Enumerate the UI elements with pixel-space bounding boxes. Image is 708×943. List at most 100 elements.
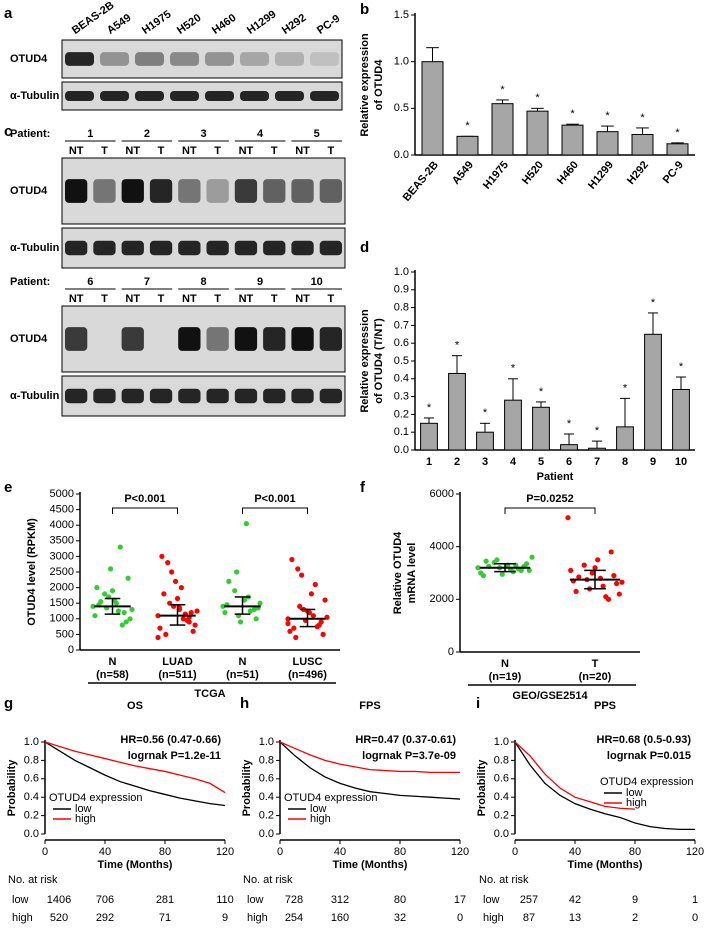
band (178, 179, 201, 203)
y-axis-label: mRNA level (406, 543, 418, 604)
point (107, 566, 114, 572)
lane-label: H460 (210, 12, 238, 37)
x-tick-label: 7 (594, 456, 600, 468)
n-label: (n=19) (489, 671, 522, 683)
point (92, 613, 98, 619)
annotation: * (623, 382, 628, 394)
panel-label: b (360, 1, 369, 18)
survival-line (279, 741, 460, 774)
y-tick-label: 4000 (50, 519, 74, 531)
lane-label: H520 (175, 12, 203, 37)
point (94, 585, 100, 591)
point (600, 583, 606, 589)
point (157, 625, 163, 631)
bar (448, 372, 466, 451)
point (475, 565, 481, 571)
panel-label: f (360, 479, 366, 496)
annotation: * (595, 425, 600, 437)
point (163, 631, 169, 638)
point (595, 557, 601, 563)
band (234, 388, 258, 404)
band (234, 240, 258, 256)
y-tick-label: 3500 (50, 535, 74, 547)
risk-count: 728 (285, 894, 303, 906)
point (159, 553, 165, 560)
risk-row-label: high (247, 912, 268, 924)
point (608, 549, 614, 555)
y-tick-label: 0.4 (24, 791, 39, 803)
n-label: (n=20) (579, 671, 612, 683)
patient-number: 7 (144, 276, 150, 288)
n-label: (n=511) (158, 669, 197, 681)
risk-row-label: high (12, 912, 33, 924)
y-tick-label: 0.7 (394, 319, 409, 331)
point (109, 588, 116, 594)
risk-count: 9 (632, 894, 638, 906)
patient-number: 9 (257, 276, 263, 288)
point (180, 616, 186, 622)
band (178, 388, 201, 404)
y-tick-label: 1.0 (24, 736, 39, 748)
x-tick-label: PC-9 (661, 159, 686, 186)
n-label: (n=58) (96, 669, 129, 681)
n-label: (n=496) (288, 669, 327, 681)
x-tick-label: 10 (675, 456, 687, 468)
annotation: * (511, 363, 516, 375)
risk-count: 80 (394, 894, 406, 906)
x-tick-label: LUSC (293, 656, 323, 668)
bar (421, 61, 444, 156)
bar (420, 422, 438, 451)
chart-title: OS (127, 700, 143, 712)
panel-label: h (240, 695, 249, 712)
point (161, 591, 167, 597)
bar (561, 124, 584, 156)
point (293, 634, 299, 641)
lane-label: T (158, 145, 165, 157)
point (285, 620, 291, 627)
point (253, 616, 259, 622)
point (614, 580, 620, 587)
point (165, 560, 171, 566)
y-axis-label: Relative OTUD4 (392, 531, 404, 614)
risk-title: No. at risk (8, 874, 58, 886)
point (297, 603, 303, 609)
point (308, 591, 314, 597)
y-tick-label: 0.6 (494, 773, 509, 785)
x-tick-label: 0 (277, 846, 283, 858)
point (247, 608, 253, 614)
annotation: * (570, 108, 575, 120)
point (526, 567, 532, 573)
annotation: HR=0.68 (0.5-0.93) (597, 734, 692, 746)
y-tick-label: 0.2 (394, 408, 409, 420)
risk-count: 71 (159, 912, 171, 924)
y-tick-label: 0.8 (259, 754, 274, 766)
bracket (504, 507, 596, 514)
x-tick-label: N (501, 658, 509, 670)
band (93, 388, 116, 404)
point (172, 578, 179, 584)
risk-count: 87 (523, 912, 535, 924)
band (263, 327, 286, 351)
y-axis-label: Probability (476, 759, 488, 817)
point (285, 616, 291, 622)
y-tick-label: 0.2 (24, 810, 39, 822)
point (127, 616, 133, 622)
lane-label: H1975 (140, 8, 173, 36)
y-tick-label: 2500 (50, 566, 74, 578)
y-tick-label: 0.2 (494, 810, 509, 822)
band (206, 240, 229, 256)
y-tick-label: 1.0 (394, 56, 409, 68)
y-tick-label: 2000 (50, 582, 74, 594)
survival-line (44, 741, 226, 794)
lane-label: H1299 (245, 8, 278, 36)
band (206, 179, 229, 203)
risk-count: 0 (692, 912, 698, 924)
band (275, 90, 304, 102)
annotation: * (651, 297, 656, 309)
annotation: * (640, 112, 645, 124)
y-tick-label: 0 (68, 644, 74, 656)
point (529, 554, 535, 560)
band (135, 90, 164, 102)
row-label: OTUD4 (10, 185, 48, 197)
bar (456, 135, 479, 156)
